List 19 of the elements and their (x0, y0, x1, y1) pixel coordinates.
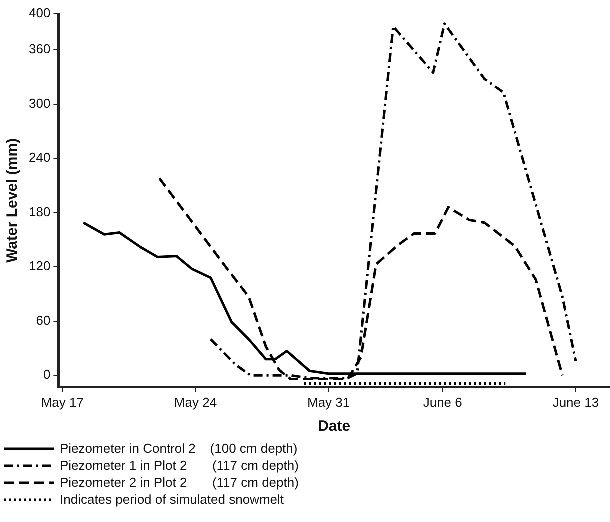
x-tick-label: May 31 (307, 394, 350, 410)
y-axis-title: Water Level (mm) (4, 138, 22, 263)
legend-label: Piezometer in Control 2 (100 cm depth) (60, 441, 298, 456)
x-tick-label: June 13 (552, 394, 600, 410)
x-tick-label: June 6 (423, 394, 462, 410)
legend-label: Indicates period of simulated snowmelt (60, 492, 284, 507)
legend-label: Piezometer 2 in Plot 2 (117 cm depth) (60, 475, 299, 490)
y-tick-label: 300 (28, 96, 51, 111)
y-tick-label: 120 (28, 258, 51, 274)
y-tick-label: 0 (43, 367, 51, 382)
y-tick-label: 360 (28, 42, 51, 57)
y-tick-label: 400 (28, 6, 51, 21)
x-axis-title: Date (318, 418, 351, 436)
x-tick-label: May 17 (41, 394, 84, 410)
y-tick-label: 60 (36, 312, 51, 328)
y-tick-label: 180 (28, 204, 51, 220)
legend-label: Piezometer 1 in Plot 2 (117 cm depth) (60, 458, 299, 473)
y-tick-label: 240 (28, 150, 51, 166)
x-tick-label: May 24 (174, 394, 218, 410)
